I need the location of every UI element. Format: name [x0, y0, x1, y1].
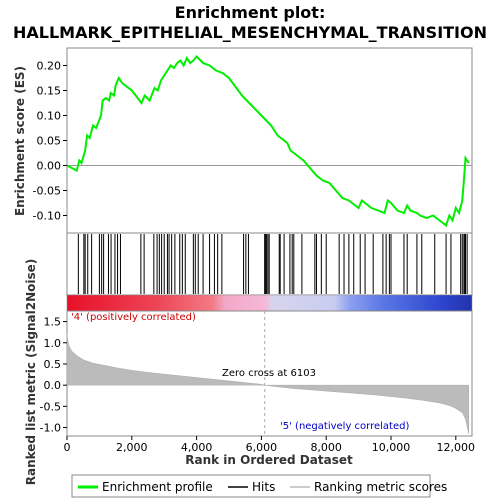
- es-ytick-label: 0.00: [37, 160, 62, 173]
- es-y-axis: 0.20 0.15 0.10 0.05 0.00 -0.05 -0.10: [33, 60, 67, 223]
- legend-enrichment-label: Enrichment profile: [102, 480, 213, 494]
- metric-ylabel: Ranked list metric (Signal2Noise): [24, 259, 38, 486]
- metric-ytick-label: 1.5: [44, 316, 62, 329]
- chart-title-line2: HALLMARK_EPITHELIAL_MESENCHYMAL_TRANSITI…: [13, 23, 487, 42]
- metric-ytick-label: 1.0: [44, 337, 62, 350]
- xtick-label: 0: [64, 441, 71, 454]
- hits-markers: [77, 234, 468, 294]
- metric-y-axis: 1.5 1.0 0.5 0.0 -0.5 -1.0: [40, 316, 67, 435]
- es-ytick-label: 0.05: [37, 135, 62, 148]
- legend-hits-label: Hits: [252, 480, 275, 494]
- metric-ytick-label: -0.5: [40, 400, 61, 413]
- es-ytick-label: 0.20: [37, 60, 62, 73]
- negative-correlated-label: '5' (negatively correlated): [280, 421, 409, 432]
- legend-box: [71, 474, 431, 498]
- xtick-label: 10,000: [372, 441, 411, 454]
- es-ylabel: Enrichment score (ES): [13, 66, 27, 216]
- xtick-label: 2,000: [116, 441, 148, 454]
- enrichment-profile-line: [66, 55, 470, 228]
- es-ytick-label: -0.10: [33, 210, 61, 223]
- legend-ranking-label: Ranking metric scores: [314, 480, 447, 494]
- xtick-label: 6,000: [246, 441, 278, 454]
- es-ytick-label: 0.10: [37, 110, 62, 123]
- es-panel: [66, 47, 473, 234]
- es-ytick-label: 0.15: [37, 85, 62, 98]
- metric-ytick-label: 0.0: [44, 379, 62, 392]
- x-axis: 0 2,000 4,000 6,000 8,000 10,000 12,000: [64, 436, 476, 454]
- xtick-label: 4,000: [181, 441, 213, 454]
- xlabel: Rank in Ordered Dataset: [185, 453, 353, 467]
- xtick-label: 8,000: [310, 441, 342, 454]
- chart-title-line1: Enrichment plot:: [175, 3, 326, 22]
- ranking-heat-bar: [66, 294, 473, 312]
- es-ytick-label: -0.05: [33, 185, 61, 198]
- metric-ytick-label: 0.5: [44, 358, 62, 371]
- metric-ytick-label: -1.0: [40, 422, 61, 435]
- positive-correlated-label: '4' (positively correlated): [71, 312, 196, 323]
- zero-cross-label: Zero cross at 6103: [222, 368, 316, 379]
- xtick-label: 12,000: [437, 441, 476, 454]
